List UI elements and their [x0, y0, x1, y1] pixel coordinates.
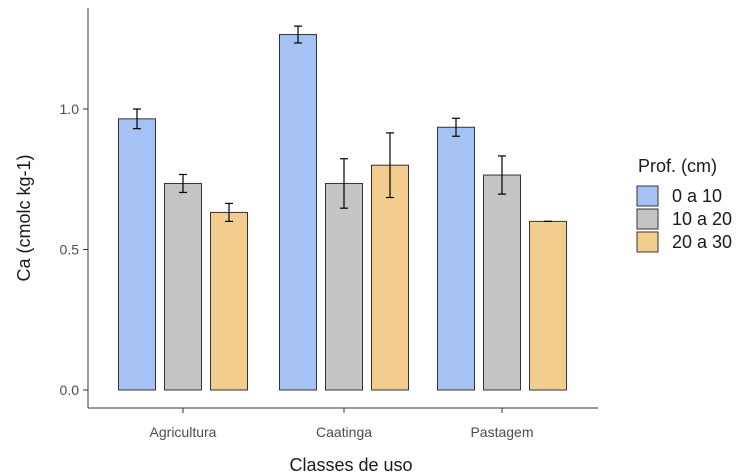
bar	[325, 182, 363, 391]
y-tick-label: 0.0	[60, 382, 80, 398]
bar	[371, 164, 409, 391]
legend-label: 10 a 20	[672, 209, 732, 229]
y-axis-title: Ca (cmolc kg-1)	[14, 154, 34, 281]
legend-label: 0 a 10	[672, 186, 722, 206]
legend-title: Prof. (cm)	[638, 156, 717, 176]
legend-swatch	[636, 208, 659, 230]
x-tick-label: Caatinga	[316, 424, 372, 440]
bar	[279, 34, 317, 391]
legend: Prof. (cm) 0 a 10 10 a 20 20 a 30	[636, 156, 732, 253]
y-tick-label: 1.0	[60, 101, 80, 117]
bar	[529, 220, 567, 391]
y-axis-ticks: 0.0 0.5 1.0	[60, 101, 88, 398]
x-axis-title: Classes de uso	[289, 455, 412, 475]
bar	[483, 174, 521, 391]
bar	[437, 126, 475, 391]
legend-swatch	[636, 185, 659, 207]
bar	[118, 118, 156, 391]
bar	[210, 211, 248, 391]
legend-swatch	[636, 231, 659, 253]
bars-layer	[118, 34, 567, 391]
y-tick-label: 0.5	[60, 242, 80, 258]
error-bars-layer	[133, 25, 552, 222]
bar	[164, 182, 202, 391]
x-tick-label: Agricultura	[150, 424, 217, 440]
x-tick-label: Pastagem	[470, 424, 533, 440]
x-axis-ticks: Agricultura Caatinga Pastagem	[150, 408, 534, 440]
legend-label: 20 a 30	[672, 232, 732, 252]
